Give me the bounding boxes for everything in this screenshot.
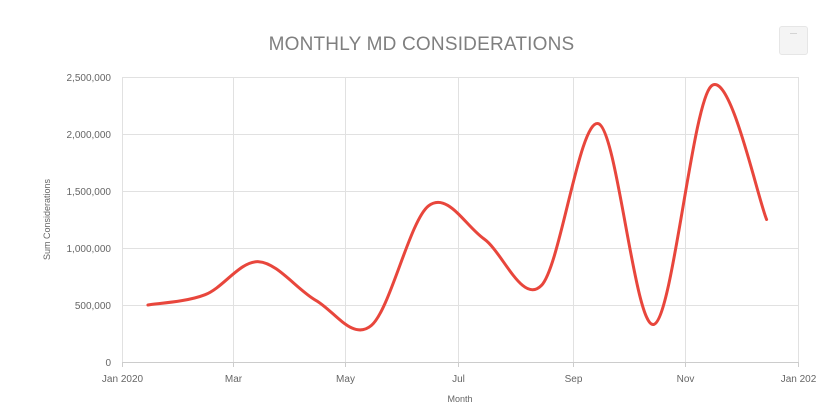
y-tick-label: 500,000 xyxy=(75,301,112,312)
chart-menu-button[interactable]: — xyxy=(779,26,808,55)
data-point xyxy=(483,237,486,240)
y-tick-label: 1,000,000 xyxy=(67,244,112,255)
x-tick-label: Jan 2020 xyxy=(102,374,144,385)
data-point xyxy=(146,304,149,307)
y-tick-label: 1,500,000 xyxy=(67,187,112,198)
data-point xyxy=(314,299,317,302)
x-axis-label: Month xyxy=(447,394,472,404)
series-line xyxy=(146,82,769,332)
chart-title: MONTHLY MD CONSIDERATIONS xyxy=(268,34,575,55)
data-point xyxy=(652,323,655,326)
y-axis-label: Sum Considerations xyxy=(42,178,52,260)
y-tick-label: 2,000,000 xyxy=(67,130,112,141)
data-point xyxy=(765,218,768,221)
x-tick-label: Nov xyxy=(677,374,695,385)
data-point xyxy=(540,284,543,287)
data-point xyxy=(710,85,713,88)
menu-icon: — xyxy=(790,30,797,37)
y-tick-label: 2,500,000 xyxy=(67,73,112,84)
x-tick-label: Sep xyxy=(565,374,583,385)
x-tick-label: Mar xyxy=(225,374,243,385)
data-point xyxy=(257,260,260,263)
data-point xyxy=(370,324,373,327)
x-tick-label: May xyxy=(336,374,355,385)
data-point xyxy=(427,204,430,207)
x-tick-label: Jul xyxy=(452,374,465,385)
x-tick-label: Jan 202 xyxy=(781,374,817,385)
y-tick-label: 0 xyxy=(105,358,111,369)
data-point xyxy=(204,293,207,296)
data-point xyxy=(597,122,600,125)
